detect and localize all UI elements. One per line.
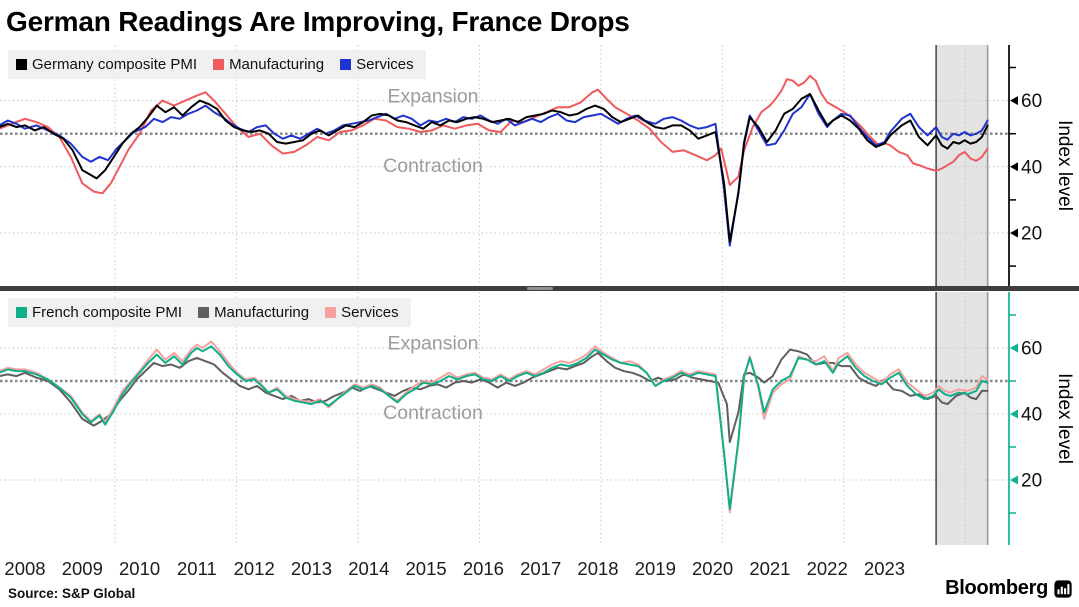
legend-label: Services bbox=[341, 304, 399, 321]
svg-text:40: 40 bbox=[1021, 405, 1042, 426]
svg-text:Contraction: Contraction bbox=[383, 155, 483, 177]
x-axis-year-label: 2021 bbox=[749, 558, 791, 579]
legend-label: Germany composite PMI bbox=[32, 56, 198, 73]
x-axis-year-label: 2012 bbox=[233, 558, 275, 579]
legend-swatch bbox=[198, 307, 210, 318]
svg-text:Expansion: Expansion bbox=[387, 85, 478, 107]
x-axis-year-label: 2016 bbox=[462, 558, 504, 579]
x-axis-year-label: 2015 bbox=[405, 558, 447, 579]
x-axis-year-label: 2017 bbox=[520, 558, 562, 579]
x-axis-year-label: 2008 bbox=[4, 558, 46, 579]
svg-text:60: 60 bbox=[1021, 91, 1042, 112]
svg-text:60: 60 bbox=[1021, 339, 1042, 360]
x-axis-year-label: 2023 bbox=[863, 558, 906, 579]
x-axis-year-label: 2011 bbox=[176, 558, 217, 579]
divider-handle[interactable] bbox=[526, 287, 553, 290]
x-axis-year-label: 2010 bbox=[119, 558, 161, 579]
legend-label: Manufacturing bbox=[229, 56, 325, 73]
legend-label: French composite PMI bbox=[32, 304, 183, 321]
svg-text:40: 40 bbox=[1021, 157, 1042, 178]
svg-text:Contraction: Contraction bbox=[383, 402, 483, 424]
x-axis-year-label: 2009 bbox=[61, 558, 103, 579]
x-axis-year-label: 2014 bbox=[348, 558, 390, 579]
bloomberg-branding: Bloomberg bbox=[945, 577, 1072, 600]
legend-swatch bbox=[16, 307, 27, 318]
x-axis-year-label: 2013 bbox=[290, 558, 333, 579]
legend-item[interactable]: Services bbox=[340, 56, 414, 73]
svg-text:Index level: Index level bbox=[1054, 120, 1075, 211]
legend-item[interactable]: Manufacturing bbox=[213, 56, 324, 73]
svg-text:20: 20 bbox=[1021, 224, 1042, 245]
x-axis-year-label: 2018 bbox=[577, 558, 619, 579]
source-label: Source: S&P Global bbox=[8, 586, 136, 601]
legend-item[interactable]: Manufacturing bbox=[198, 304, 309, 321]
svg-text:20: 20 bbox=[1021, 471, 1042, 492]
svg-text:Index level: Index level bbox=[1054, 373, 1075, 464]
legend-item[interactable]: French composite PMI bbox=[16, 304, 182, 321]
bloomberg-logo-icon bbox=[1054, 579, 1072, 598]
legend-item[interactable]: Services bbox=[325, 304, 399, 321]
legend-swatch bbox=[340, 59, 352, 70]
x-axis-labels: 2008 2009 2010 2011 2012 2013 2014 2015 2016 2017… bbox=[0, 558, 1079, 582]
legend-swatch bbox=[16, 59, 27, 70]
chart-title: German Readings Are Improving, France Dr… bbox=[6, 6, 630, 37]
x-axis-year-label: 2022 bbox=[806, 558, 848, 579]
x-axis-year-label: 2019 bbox=[634, 558, 676, 579]
legend-swatch bbox=[213, 59, 225, 70]
legend-label: Services bbox=[356, 56, 414, 73]
legend-germany: Germany composite PMI Manufacturing Servic… bbox=[8, 50, 426, 79]
legend-item[interactable]: Germany composite PMI bbox=[16, 56, 197, 73]
legend-france: French composite PMI Manufacturing Service… bbox=[8, 298, 411, 327]
legend-swatch bbox=[325, 307, 337, 318]
panel-divider bbox=[0, 286, 1079, 291]
bloomberg-wordmark: Bloomberg bbox=[945, 577, 1048, 599]
x-axis-year-label: 2020 bbox=[692, 558, 734, 579]
svg-text:Expansion: Expansion bbox=[387, 333, 478, 355]
legend-label: Manufacturing bbox=[214, 304, 310, 321]
